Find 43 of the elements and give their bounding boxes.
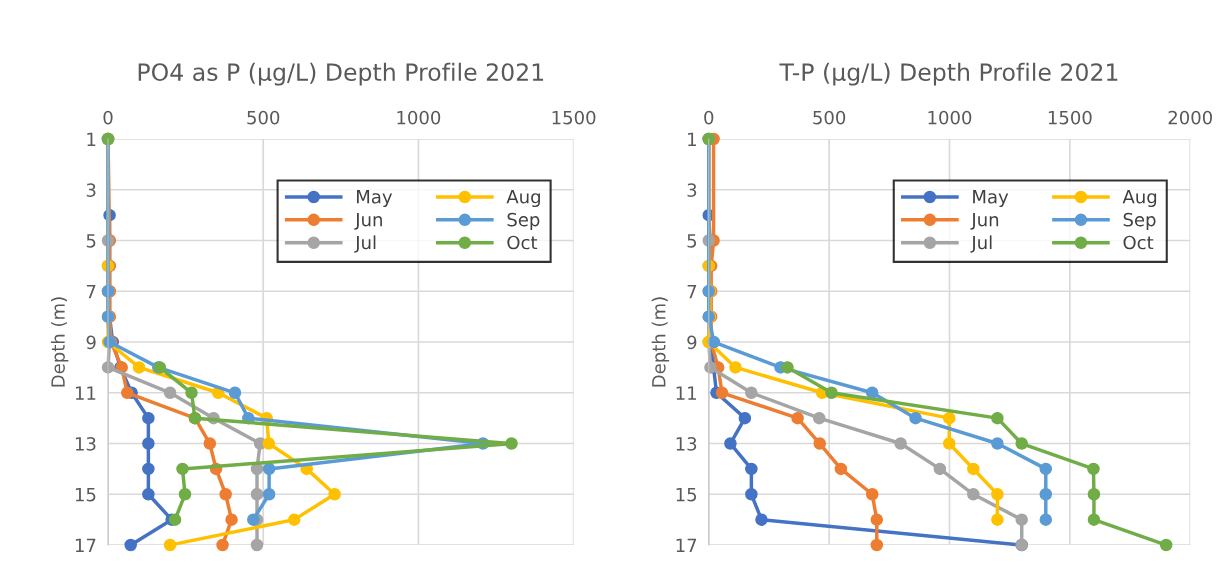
y-tick-label: 1 (688, 132, 696, 146)
legend-label: Jul (970, 235, 992, 253)
x-tick-label: 0 (103, 110, 113, 125)
y-tick-label: 17 (75, 538, 96, 552)
legend-label: Jun (354, 213, 382, 230)
legend-label: Oct (1123, 235, 1154, 250)
y-tick-label: 9 (86, 335, 96, 350)
x-tick-label: 0 (704, 110, 714, 125)
legend-label: Sep (507, 212, 540, 230)
chart-title: PO4 as P (µg/L) Depth Profile 2021 (138, 62, 544, 86)
y-tick-label: 15 (676, 487, 697, 502)
x-tick-label: 1000 (397, 110, 441, 125)
legend-label: Sep (1123, 212, 1156, 230)
x-tick-label: 1500 (552, 110, 596, 125)
y-tick-label: 7 (86, 284, 96, 299)
chart-title: T-P (µg/L) Depth Profile 2021 (779, 62, 1118, 86)
y-tick-label: 5 (86, 234, 96, 248)
x-tick-label: 1500 (1048, 110, 1092, 125)
x-tick-label: 2000 (1168, 110, 1212, 125)
x-tick-label: 500 (247, 110, 280, 125)
legend-label: May (357, 190, 393, 208)
legend-label: Aug (506, 190, 540, 208)
x-tick-label: 1000 (928, 110, 972, 125)
y-tick-label: 3 (86, 183, 96, 197)
y-axis-title: Depth (m) (651, 297, 670, 387)
legend-label: Jun (970, 213, 999, 230)
y-tick-label: 7 (687, 284, 697, 299)
legend-label: Oct (507, 235, 538, 250)
y-tick-label: 15 (75, 487, 96, 502)
y-tick-label: 13 (75, 436, 96, 451)
y-tick-label: 13 (676, 436, 697, 451)
y-tick-label: 17 (676, 538, 697, 552)
legend-label: Jul (354, 235, 376, 253)
y-tick-label: 3 (687, 183, 697, 197)
y-axis-title: Depth (m) (50, 297, 69, 387)
legend-label: May (973, 190, 1009, 208)
legend-label: Aug (1122, 190, 1157, 208)
y-tick-label: 1 (87, 132, 96, 146)
y-tick-label: 5 (687, 234, 697, 248)
y-tick-label: 9 (687, 335, 697, 350)
y-tick-label: 11 (75, 386, 96, 400)
y-tick-label: 11 (676, 386, 696, 400)
x-tick-label: 500 (813, 110, 846, 125)
